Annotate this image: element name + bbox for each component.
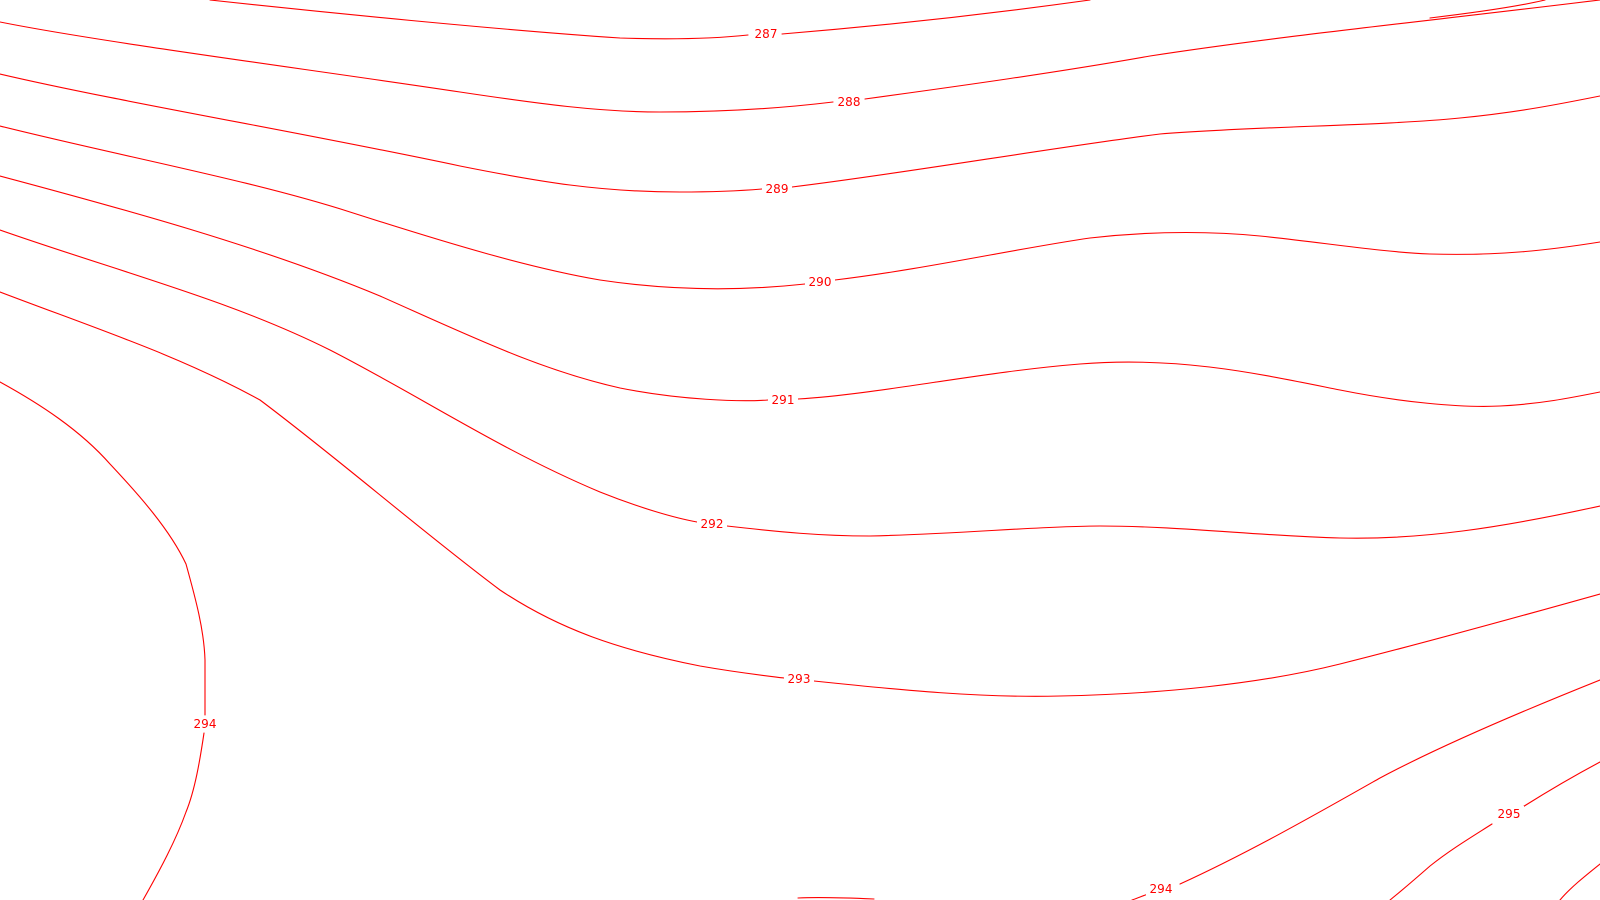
contour-line — [0, 21, 834, 113]
contour-294-bottom: 294 — [797, 679, 1600, 900]
contour-288: 288 — [0, 0, 1600, 113]
contour-label: 288 — [838, 95, 861, 109]
contour-287: 287 — [209, 0, 1546, 42]
contour-label: 287 — [755, 27, 778, 41]
contour-292: 292 — [0, 229, 1600, 539]
contour-293: 293 — [0, 291, 1600, 697]
contour-line — [781, 0, 1091, 35]
contour-289: 289 — [0, 73, 1600, 197]
contour-line — [864, 0, 1600, 100]
contour-line — [0, 73, 763, 193]
contour-line — [834, 231, 1600, 281]
contour-line — [209, 0, 749, 40]
contour-label: 294 — [194, 717, 217, 731]
contour-label: 289 — [766, 182, 789, 196]
contour-line — [0, 381, 206, 716]
contour-line — [1429, 0, 1546, 19]
contour-line — [1559, 863, 1600, 900]
contour-line — [1517, 761, 1600, 811]
contour-line — [0, 229, 698, 523]
contour-line — [1179, 679, 1600, 885]
contour-line — [797, 897, 875, 900]
contour-294-left: 294 — [0, 381, 220, 900]
contour-label: 291 — [772, 393, 795, 407]
contour-line — [797, 361, 1600, 407]
contour-line — [0, 291, 785, 679]
contour-line — [0, 175, 769, 402]
contour-line — [1389, 823, 1493, 900]
contour-line — [0, 125, 806, 290]
contour-295: 295 — [1389, 761, 1600, 900]
contour-label: 295 — [1498, 807, 1521, 821]
contour-label: 294 — [1150, 882, 1173, 896]
contour-label: 293 — [788, 672, 811, 686]
contour-290: 290 — [0, 125, 1600, 290]
contour-line — [726, 505, 1600, 539]
contour-label: 290 — [809, 275, 832, 289]
contour-line — [791, 95, 1600, 188]
contour-291: 291 — [0, 175, 1600, 408]
contour-line — [813, 593, 1600, 697]
contour-label: 292 — [701, 517, 724, 531]
contour-line — [142, 732, 205, 900]
